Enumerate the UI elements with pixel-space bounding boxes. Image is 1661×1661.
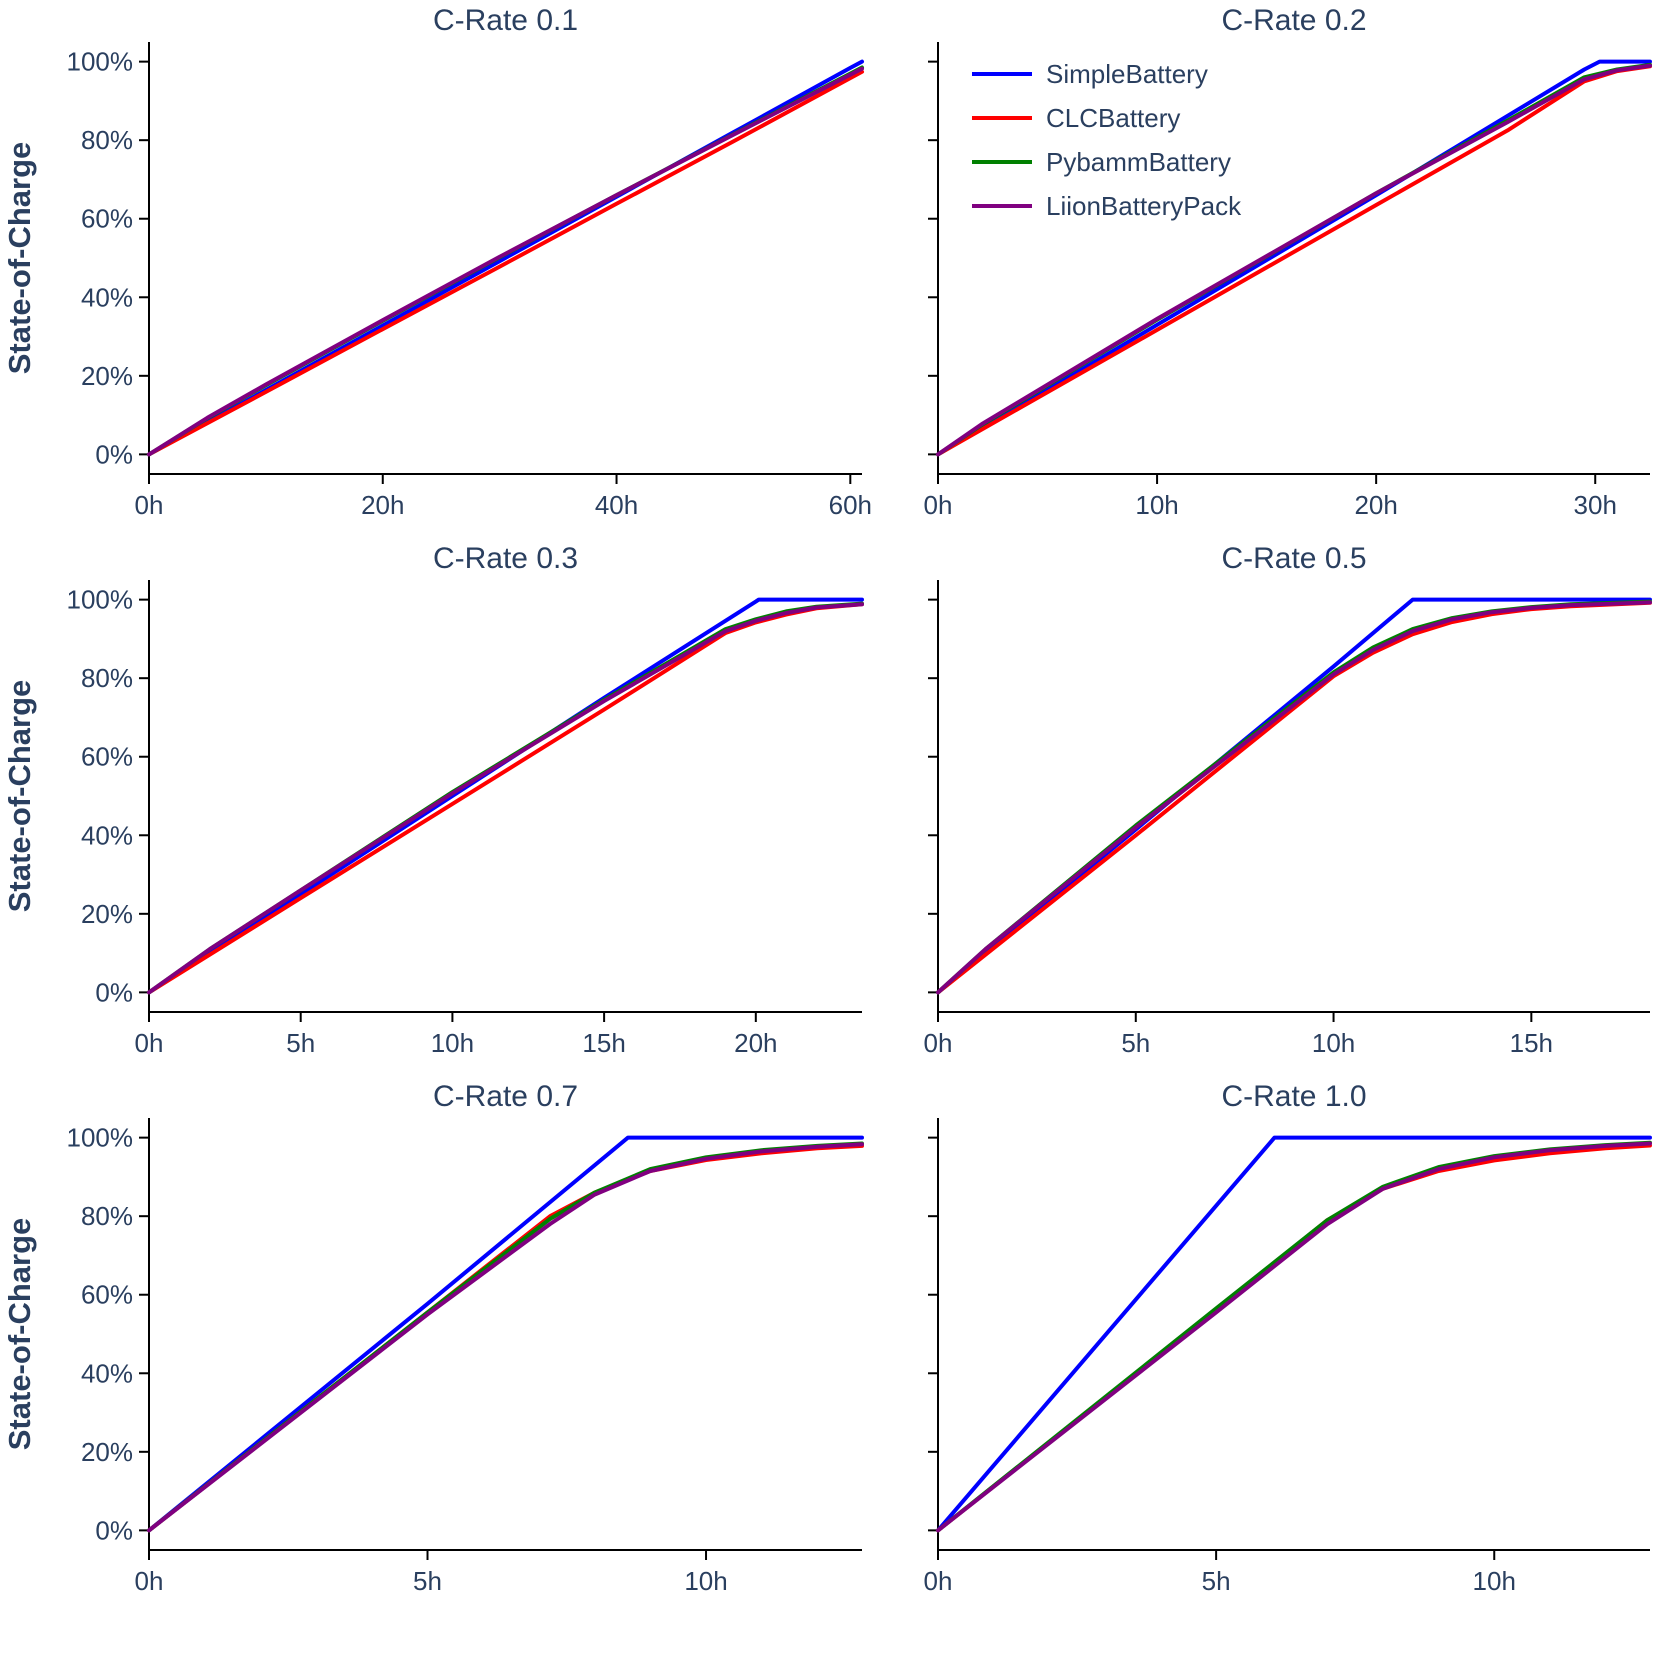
- x-tick-label: 0h: [924, 1566, 953, 1596]
- subplot-title: C-Rate 0.3: [433, 542, 578, 575]
- series-line-clcbattery: [147, 602, 864, 995]
- y-tick-label: 80%: [81, 125, 133, 155]
- x-tick-label: 10h: [1135, 490, 1178, 520]
- y-tick-label: 0%: [95, 439, 133, 469]
- x-tick-label: 15h: [582, 1028, 625, 1058]
- y-tick-label: 100%: [67, 47, 134, 77]
- x-tick-label: 10h: [431, 1028, 474, 1058]
- x-tick-label: 20h: [734, 1028, 777, 1058]
- series-line-liionbatterypack: [147, 66, 864, 457]
- y-tick-label: 40%: [81, 820, 133, 850]
- x-tick-label: 60h: [829, 490, 872, 520]
- series-line-clcbattery: [147, 1143, 864, 1533]
- x-tick-label: 10h: [684, 1566, 727, 1596]
- subplot-5: C-Rate 0.7 State-of-Charge 0% 20% 40% 60% 80% 1…: [2, 1080, 864, 1596]
- legend: SimpleBattery CLCBattery PybammBattery Liio…: [972, 59, 1242, 221]
- x-tick-label: 20h: [361, 490, 404, 520]
- y-tick-label: 0%: [95, 977, 133, 1007]
- y-tick-label: 100%: [67, 1123, 134, 1153]
- series-line-clcbattery: [936, 600, 1652, 995]
- series-line-liionbatterypack: [936, 63, 1652, 457]
- y-tick-label: 40%: [81, 282, 133, 312]
- series-line-pybammbattery: [147, 601, 864, 995]
- x-tick-label: 5h: [1202, 1566, 1231, 1596]
- x-tick-label: 30h: [1574, 490, 1617, 520]
- subplot-title: C-Rate 0.5: [1221, 542, 1366, 575]
- series-line-pybammbattery: [936, 599, 1652, 995]
- series-line-liionbatterypack: [147, 602, 864, 995]
- y-tick-label: 80%: [81, 663, 133, 693]
- x-tick-label: 0h: [924, 490, 953, 520]
- subplot-1: C-Rate 0.1 State-of-Charge 0% 20% 40% 60% 80% 1…: [2, 4, 872, 520]
- series-line-simplebattery: [936, 1135, 1652, 1533]
- legend-label: LiionBatteryPack: [1046, 191, 1242, 221]
- y-tick-label: 80%: [81, 1201, 133, 1231]
- y-tick-label: 20%: [81, 361, 133, 391]
- series-line-clcbattery: [147, 69, 864, 457]
- series-line-simplebattery: [936, 597, 1652, 995]
- subplot-3: C-Rate 0.3 State-of-Charge 0% 20% 40% 60% 80% 1…: [2, 542, 864, 1058]
- x-tick-label: 0h: [924, 1028, 953, 1058]
- y-tick-label: 20%: [81, 1437, 133, 1467]
- series-line-pybammbattery: [936, 1140, 1652, 1533]
- y-axis-label: State-of-Charge: [2, 1218, 37, 1451]
- series-line-liionbatterypack: [147, 1142, 864, 1533]
- series-line-clcbattery: [936, 64, 1652, 457]
- x-tick-label: 5h: [286, 1028, 315, 1058]
- subplot-4: C-Rate 0.5 0h 5h 10h 15h: [924, 542, 1652, 1058]
- x-tick-label: 10h: [1473, 1566, 1516, 1596]
- x-tick-label: 5h: [1121, 1028, 1150, 1058]
- y-tick-label: 0%: [95, 1515, 133, 1545]
- series-line-liionbatterypack: [936, 600, 1652, 995]
- x-tick-label: 5h: [413, 1566, 442, 1596]
- y-tick-label: 60%: [81, 742, 133, 772]
- series-line-pybammbattery: [147, 1141, 864, 1533]
- series-line-liionbatterypack: [936, 1141, 1652, 1533]
- series-line-simplebattery: [936, 59, 1652, 457]
- series-line-clcbattery: [936, 1143, 1652, 1533]
- y-tick-label: 20%: [81, 899, 133, 929]
- x-tick-label: 15h: [1510, 1028, 1553, 1058]
- x-tick-label: 0h: [135, 1566, 164, 1596]
- subplot-title: C-Rate 0.7: [433, 1080, 578, 1113]
- series-line-simplebattery: [147, 597, 864, 995]
- x-tick-label: 40h: [595, 490, 638, 520]
- series-line-simplebattery: [147, 1135, 864, 1533]
- y-tick-label: 60%: [81, 204, 133, 234]
- subplot-2: C-Rate 0.2 0h 10h 20h 30h: [924, 4, 1652, 520]
- legend-label: SimpleBattery: [1046, 59, 1208, 89]
- x-tick-label: 20h: [1354, 490, 1397, 520]
- x-tick-label: 10h: [1312, 1028, 1355, 1058]
- legend-label: PybammBattery: [1046, 147, 1231, 177]
- subplot-title: C-Rate 1.0: [1221, 1080, 1366, 1113]
- y-tick-label: 40%: [81, 1358, 133, 1388]
- x-tick-label: 0h: [135, 1028, 164, 1058]
- subplot-6: C-Rate 1.0 0h 5h 10h: [924, 1080, 1652, 1596]
- subplot-title: C-Rate 0.2: [1221, 4, 1366, 37]
- legend-label: CLCBattery: [1046, 103, 1180, 133]
- x-tick-label: 0h: [135, 490, 164, 520]
- y-axis-label: State-of-Charge: [2, 680, 37, 913]
- y-axis-label: State-of-Charge: [2, 142, 37, 375]
- subplot-title: C-Rate 0.1: [433, 4, 578, 37]
- y-tick-label: 100%: [67, 585, 134, 615]
- y-tick-label: 60%: [81, 1280, 133, 1310]
